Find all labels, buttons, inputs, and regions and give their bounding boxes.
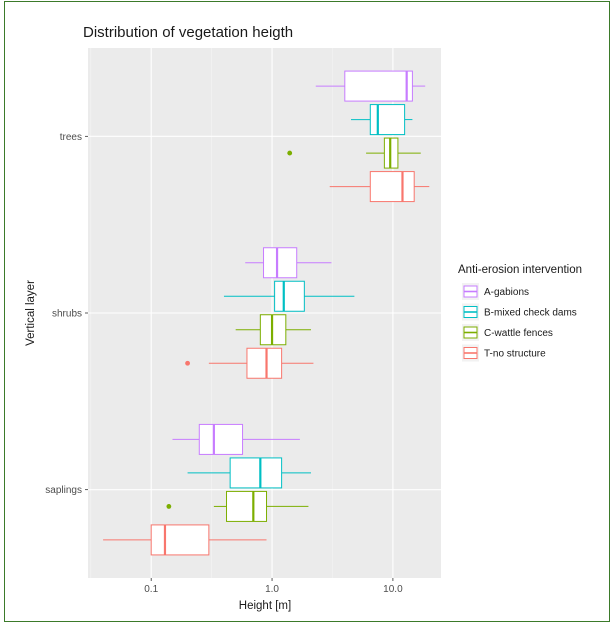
- legend-label: T-no structure: [484, 349, 546, 360]
- box-body: [246, 347, 283, 379]
- box-body: [263, 247, 298, 279]
- x-tick-label: 1.0: [265, 584, 279, 595]
- box-A-gabions-trees: [315, 70, 426, 102]
- x-axis-title: Height [m]: [239, 600, 291, 612]
- chart-title: Distribution of vegetation heigth: [83, 24, 293, 41]
- legend-label: A-gabions: [484, 287, 529, 298]
- box-T-no structure-trees: [329, 171, 430, 203]
- box-body: [369, 104, 406, 136]
- legend-label: B-mixed check dams: [484, 308, 577, 319]
- y-tick-label: trees: [60, 132, 82, 143]
- box-body: [226, 490, 268, 522]
- y-tick-label: shrubs: [52, 309, 82, 320]
- legend-title: Anti-erosion intervention: [458, 264, 582, 276]
- box-body: [274, 280, 305, 312]
- box-body: [369, 171, 415, 203]
- legend-label: C-wattle fences: [484, 328, 553, 339]
- legend-item: A-gabions: [462, 283, 529, 300]
- outlier-point: [287, 150, 293, 156]
- legend-item: B-mixed check dams: [462, 303, 577, 321]
- box-C-wattle fences-saplings: [166, 490, 309, 522]
- legend: Anti-erosion intervention A-gabions B-mix…: [458, 264, 582, 362]
- box-T-no structure-saplings: [103, 524, 267, 556]
- x-tick-label: 0.1: [144, 584, 158, 595]
- box-C-wattle fences-trees: [287, 137, 421, 169]
- box-body: [344, 70, 413, 102]
- x-tick-label: 10.0: [383, 584, 403, 595]
- box-body: [229, 457, 283, 489]
- box-B-mixed check dams-saplings: [187, 457, 311, 489]
- box-A-gabions-shrubs: [245, 247, 332, 279]
- y-tick-label: saplings: [45, 485, 82, 496]
- box-A-gabions-saplings: [172, 423, 300, 455]
- box-C-wattle fences-shrubs: [235, 314, 311, 346]
- outlier-point: [166, 504, 172, 509]
- plot-area: 0.1 1.0 10.0 trees shrubs saplings: [45, 48, 441, 595]
- box-T-no structure-shrubs: [185, 347, 314, 379]
- box-B-mixed check dams-trees: [350, 104, 413, 136]
- box-B-mixed check dams-shrubs: [223, 280, 355, 312]
- box-body: [198, 423, 244, 455]
- legend-item: T-no structure: [462, 344, 546, 362]
- y-axis-title: Vertical layer: [25, 280, 37, 346]
- outlier-point: [185, 360, 190, 366]
- legend-item: C-wattle fences: [462, 324, 553, 341]
- box-body: [150, 524, 210, 556]
